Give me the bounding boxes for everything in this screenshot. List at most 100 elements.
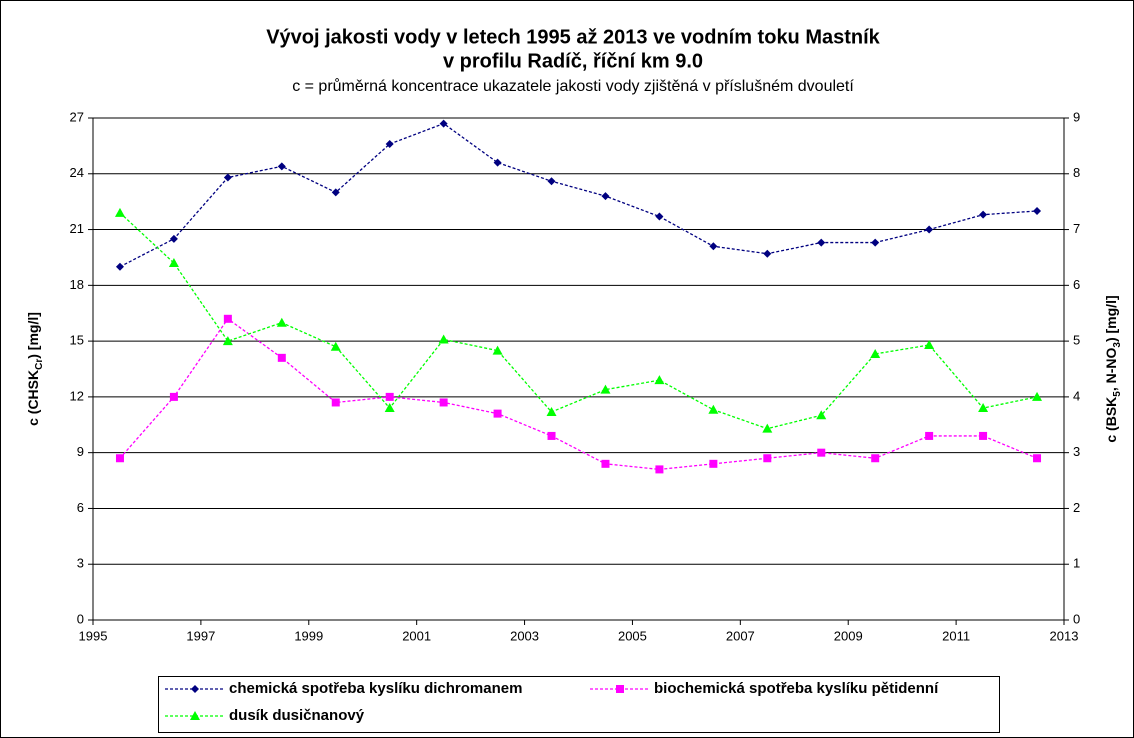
x-tick-label: 2011 [942,628,970,643]
point [870,348,881,358]
axis-label-part: ) [mg/l] [25,312,41,359]
y-tick-label: 12 [70,388,84,403]
point [655,212,664,221]
y2-tick-label: 1 [1073,556,1080,571]
point [492,345,503,355]
point [871,238,880,247]
x-tick-label: 1995 [79,628,108,643]
legend-label: chemická spotřeba kyslíku dichromanem [229,680,522,697]
point [600,384,611,394]
axis-label-part: c (CHSK [25,370,41,426]
point [1033,206,1042,215]
point [331,398,340,407]
legend-marker [191,685,199,693]
point [438,334,449,344]
x-tick-label: 1997 [186,628,215,643]
point [277,162,286,171]
point [871,454,880,463]
y2-tick-label: 5 [1073,333,1080,348]
axis-label-part: , N-NO [1103,347,1119,391]
legend-marker [616,685,624,693]
point [493,158,502,167]
axis-label-part: Cr [34,359,45,370]
point [763,454,772,463]
y2-tick-label: 7 [1073,221,1080,236]
point [925,225,934,234]
y-tick-label: 3 [77,556,84,571]
x-tick-label: 2003 [510,628,539,643]
point [547,431,556,440]
axis-label: c (BSK5, N-NO3) [mg/l] [1103,295,1123,442]
point [709,459,718,468]
y2-tick-label: 9 [1073,109,1080,124]
point [114,207,125,217]
y2-tick-label: 6 [1073,277,1080,292]
point [762,423,773,433]
chart-subtitle: c = průměrná koncentrace ukazatele jakos… [292,77,854,95]
y-tick-label: 9 [77,444,84,459]
point [439,398,448,407]
point [817,238,826,247]
point [115,454,124,463]
point [979,210,988,219]
axis-label-part: 5 [1112,391,1123,397]
point [385,140,394,149]
point [1033,454,1042,463]
x-tick-label: 2013 [1050,628,1079,643]
point [763,249,772,258]
plot-area [92,117,1065,621]
chart-title: Vývoj jakosti vody v letech 1995 až 2013… [266,26,880,48]
point [223,314,232,323]
y2-tick-label: 4 [1073,388,1080,403]
point [493,409,502,418]
series-line [119,212,1038,430]
point [169,234,178,243]
x-tick-label: 2001 [402,628,431,643]
point [547,177,556,186]
point [276,317,287,327]
point [816,410,827,420]
y2-tick-label: 2 [1073,500,1080,515]
point [601,459,610,468]
axis-label-part: ) [mg/l] [1103,295,1119,342]
point [924,340,935,350]
point [384,403,395,413]
series-line [119,317,1038,471]
legend-box [158,676,1000,733]
y-tick-label: 24 [70,165,84,180]
point [925,431,934,440]
point [655,465,664,474]
x-tick-label: 1999 [294,628,323,643]
point [979,431,988,440]
y-tick-label: 27 [70,109,84,124]
point [385,392,394,401]
point [439,119,448,128]
point [546,406,557,416]
x-tick-label: 2009 [834,628,863,643]
point [331,188,340,197]
point [978,403,989,413]
point [330,341,341,351]
y-tick-label: 15 [70,333,84,348]
legend-marker [190,711,200,720]
point [708,404,719,414]
y2-tick-label: 0 [1073,611,1080,626]
x-tick-label: 2005 [618,628,647,643]
y2-tick-label: 3 [1073,444,1080,459]
y2-tick-label: 8 [1073,165,1080,180]
y-tick-label: 0 [77,611,84,626]
point [1032,391,1043,401]
y-tick-label: 18 [70,277,84,292]
y-tick-label: 21 [70,221,84,236]
point [223,173,232,182]
point [222,336,233,346]
point [277,353,286,362]
point [709,242,718,251]
legend-label: dusík dusičnanový [229,707,365,724]
point [169,392,178,401]
point [168,258,179,268]
axis-label: c (CHSKCr) [mg/l] [25,312,45,426]
point [601,192,610,201]
